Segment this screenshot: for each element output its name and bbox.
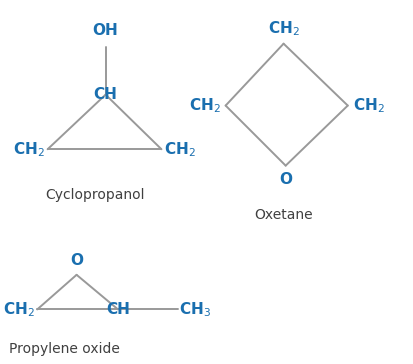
Text: CH$_2$: CH$_2$: [352, 96, 383, 115]
Text: CH$_2$: CH$_2$: [3, 300, 34, 319]
Text: CH$_2$: CH$_2$: [13, 140, 45, 159]
Text: OH: OH: [93, 23, 118, 39]
Text: O: O: [278, 172, 292, 187]
Text: Oxetane: Oxetane: [254, 208, 312, 222]
Text: Propylene oxide: Propylene oxide: [9, 343, 119, 356]
Text: CH$_2$: CH$_2$: [189, 96, 220, 115]
Text: CH$_2$: CH$_2$: [267, 20, 299, 39]
Text: CH: CH: [106, 302, 130, 317]
Text: CH$_3$: CH$_3$: [179, 300, 211, 319]
Text: O: O: [70, 253, 83, 269]
Text: CH: CH: [93, 87, 117, 102]
Text: CH$_2$: CH$_2$: [164, 140, 195, 159]
Text: Cyclopropanol: Cyclopropanol: [45, 188, 145, 202]
